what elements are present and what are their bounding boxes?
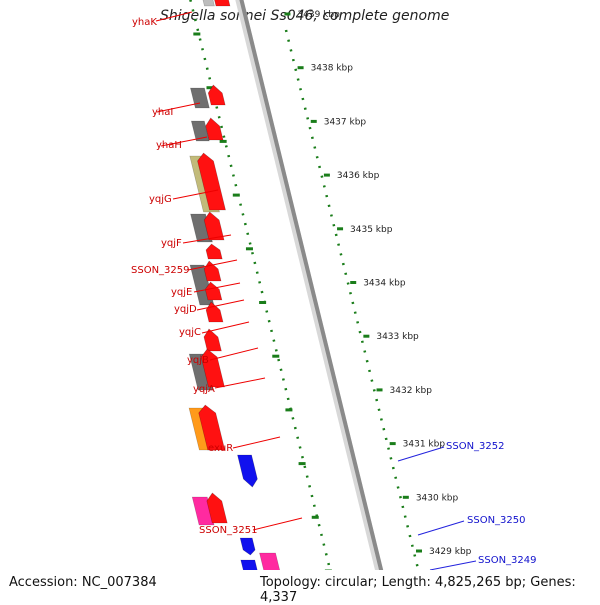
gene-leader [196, 299, 245, 311]
ruler-label: 3429 kbp [429, 547, 472, 557]
gene-label: yqjF [161, 238, 182, 249]
cds-arrow [204, 281, 223, 301]
gene-label: yqjE [171, 287, 192, 298]
cds-arrow [205, 243, 223, 260]
gene-label: yqjC [179, 327, 201, 338]
gene-label: yqjA [193, 384, 215, 395]
ruler-label: 3437 kbp [324, 117, 367, 127]
gene-label: exuR [208, 443, 233, 454]
gene-label: SSON_3250 [467, 515, 526, 526]
gene-label: yqjB [187, 355, 209, 366]
gene-label: yhaI [152, 107, 173, 118]
gene-leader [172, 189, 219, 200]
topology-label: Topology: circular; Length: 4,825,265 bp… [260, 575, 576, 605]
cds-arrow-reverse [237, 454, 258, 488]
cds-arrow [206, 492, 228, 524]
ruler-label: 3433 kbp [376, 332, 419, 342]
accession-label: Accession: NC_007384 [9, 575, 157, 590]
ruler-label: 3439 kbp [297, 10, 340, 20]
ruler-label: 3432 kbp [390, 386, 433, 396]
backbone [239, 0, 384, 570]
map-title: Shigella sonnei Ss046, complete genome [160, 8, 450, 24]
feature-block [190, 87, 210, 109]
cds-arrow [197, 152, 226, 211]
gene-leader [214, 377, 266, 389]
gene-label: yqjD [174, 304, 197, 315]
gene-leader [155, 11, 193, 22]
cds-arrow-reverse [239, 537, 256, 556]
gene-leader [156, 102, 201, 113]
ruler-label: 3438 kbp [311, 64, 354, 74]
gene-label: SSON_3251 [199, 525, 258, 536]
feature-block [201, 0, 215, 7]
ruler-label: 3431 kbp [403, 440, 446, 450]
gene-leader [160, 136, 208, 147]
ruler-label: 3435 kbp [350, 225, 393, 235]
cds-arrow [203, 211, 225, 241]
cds-arrow [207, 84, 226, 106]
gene-leader [209, 347, 259, 361]
gene-label: SSON_3252 [446, 441, 505, 452]
feature-block [190, 120, 210, 142]
gene-label: SSON_3259 [131, 265, 190, 276]
gene-label: yhaH [156, 140, 182, 151]
cds-arrow [198, 404, 226, 451]
ruler-label: 3434 kbp [363, 279, 406, 289]
cds-arrow [205, 117, 224, 141]
gene-leader [252, 517, 303, 531]
ruler-label: 3430 kbp [416, 493, 459, 503]
right-ruler [284, 29, 420, 570]
cds-arrow [214, 0, 231, 7]
gene-leader [429, 560, 477, 570]
gene-leader [193, 282, 241, 293]
gene-leader [232, 436, 281, 449]
gene-label: yhaK [132, 17, 157, 28]
gene-leader [182, 234, 232, 244]
ruler-label: 3436 kbp [337, 171, 380, 181]
gene-leader [187, 259, 238, 271]
feature-block [240, 559, 265, 570]
gene-leader [417, 520, 465, 536]
gene-label: SSON_3249 [478, 555, 537, 566]
gene-label: yqjG [149, 194, 172, 205]
gene-leader [397, 446, 445, 462]
left-ruler [189, 0, 332, 570]
gene-leader [201, 321, 250, 334]
feature-block [259, 552, 289, 570]
cds-arrow [203, 328, 222, 352]
